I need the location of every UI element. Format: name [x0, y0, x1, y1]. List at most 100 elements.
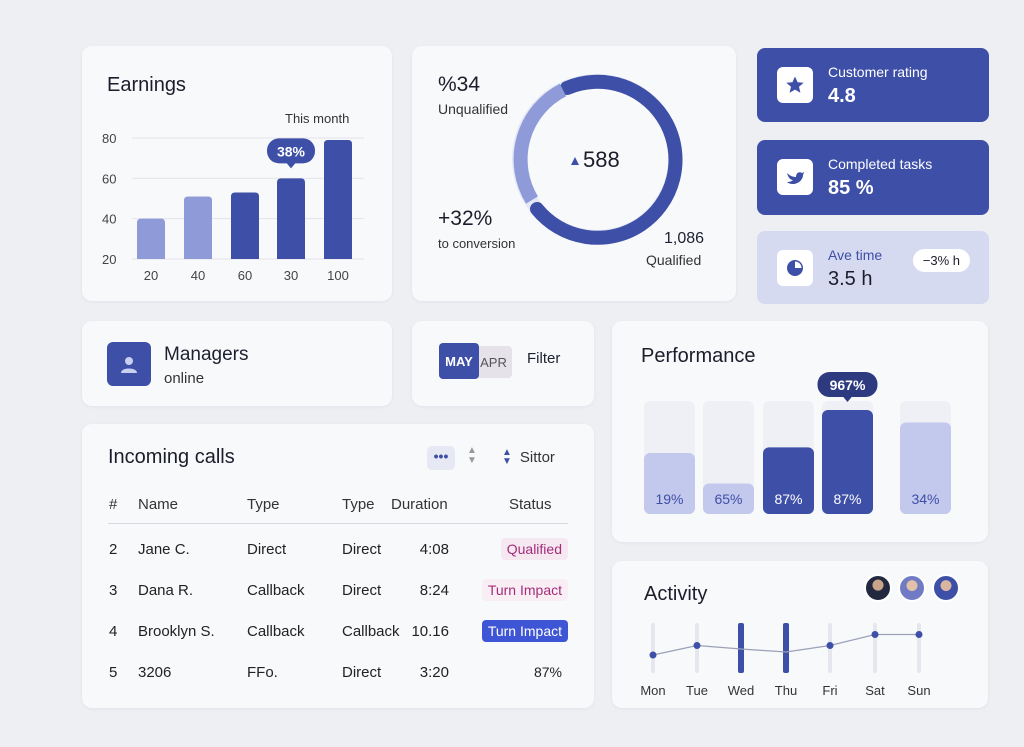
qualified-label: Qualified	[646, 252, 702, 268]
average-time-tile[interactable]: Ave time 3.5 h −3% h	[757, 231, 989, 304]
cell-name: Dana R.	[138, 582, 194, 599]
bar	[277, 178, 305, 259]
bar	[703, 483, 754, 514]
filter-card[interactable]: MAY APR Filter	[412, 321, 594, 406]
unqualified-label: Unqualified	[438, 101, 509, 117]
bar-value-label: 34%	[911, 491, 939, 507]
sort-arrows-icon: ▲ ▼	[502, 447, 512, 467]
highlight-label: 38%	[277, 143, 306, 159]
badge-pointer	[842, 396, 853, 403]
day-label: Sat	[865, 683, 885, 698]
status-badge: Turn Impact	[481, 579, 568, 601]
bird-icon	[777, 159, 813, 195]
calls-title: Incoming calls	[108, 446, 235, 468]
bar	[231, 192, 259, 259]
sort-label: Sittor	[519, 448, 555, 466]
average-time-delta-badge: −3% h	[912, 249, 970, 272]
table-row[interactable]: 5 3206 FFo. Direct 3:20 87%	[82, 663, 594, 693]
average-time-label: Ave time	[828, 247, 883, 263]
managers-card[interactable]: Managers online	[82, 321, 392, 406]
user-icon	[107, 342, 151, 386]
y-tick-label: 40	[102, 212, 116, 227]
donut-qualified-arc	[530, 74, 683, 245]
table-row[interactable]: 4 Brooklyn S. Callback Callback 10.16 Turn Im…	[82, 620, 594, 652]
highlight-badge	[817, 372, 878, 398]
performance-card: Performance 19% 65% 87% 87% 34% 967%	[612, 321, 988, 542]
y-tick-label: 20	[102, 252, 116, 267]
cell-duration: 8:24	[419, 582, 449, 599]
header-divider	[108, 523, 568, 524]
activity-point	[826, 642, 834, 649]
cell-duration: 3:20	[419, 664, 449, 681]
up-triangle-icon	[571, 157, 579, 165]
month-chip-apr[interactable]: APR	[475, 346, 512, 378]
completed-tasks-label: Completed tasks	[828, 156, 933, 172]
cell-type-2: Direct	[342, 582, 382, 599]
more-options-button[interactable]: •••	[427, 446, 455, 470]
cell-type-2: Callback	[342, 623, 400, 640]
cell-type: Callback	[247, 582, 305, 599]
cell-name: Jane C.	[138, 541, 190, 558]
y-tick-label: 80	[102, 131, 116, 146]
col-header-number[interactable]: #	[109, 496, 118, 513]
col-header-type[interactable]: Type	[247, 496, 280, 513]
activity-track	[873, 623, 877, 673]
unqualified-percent: %34	[438, 73, 481, 96]
table-row[interactable]: 3 Dana R. Callback Direct 8:24 Turn Impact	[82, 579, 594, 611]
cell-duration: 10.16	[411, 623, 449, 640]
bar	[644, 452, 695, 514]
activity-track	[738, 623, 744, 673]
col-header-duration[interactable]: Duration	[391, 496, 448, 513]
bar-value-label: 65%	[714, 491, 742, 507]
avatar[interactable]	[864, 574, 892, 602]
cell-type: Direct	[247, 541, 287, 558]
cell-number: 3	[109, 582, 118, 599]
completed-tasks-tile[interactable]: Completed tasks 85 %	[757, 140, 989, 215]
avatar[interactable]	[898, 574, 926, 602]
x-tick-label: 60	[238, 268, 252, 283]
bar	[900, 422, 951, 514]
activity-track	[651, 623, 655, 673]
y-tick-label: 60	[102, 171, 116, 186]
star-icon	[777, 67, 813, 103]
customer-rating-tile[interactable]: Customer rating 4.8	[757, 48, 989, 122]
donut-center-value: 588	[583, 147, 620, 172]
cell-number: 5	[109, 664, 118, 681]
managers-status: online	[164, 370, 205, 387]
activity-point	[693, 642, 701, 649]
pie-icon	[777, 250, 813, 286]
customer-rating-value: 4.8	[828, 85, 856, 107]
bar	[184, 196, 212, 259]
status-badge: 87%	[533, 664, 562, 680]
day-label: Wed	[728, 683, 755, 698]
incoming-calls-card: Incoming calls ••• ▲ ▼ ▲ ▼ Sittor # Name T…	[82, 424, 594, 708]
day-label: Mon	[640, 683, 665, 698]
cell-name: Brooklyn S.	[138, 623, 215, 640]
month-chip-may[interactable]: MAY	[439, 343, 479, 379]
avatar[interactable]	[932, 574, 960, 602]
qualified-value: 1,086	[664, 230, 705, 247]
status-badge: Turn Impact	[481, 620, 568, 642]
cell-type-2: Direct	[342, 541, 382, 558]
bar-value-label: 87%	[774, 491, 802, 507]
bar	[137, 218, 165, 259]
sort-toggle-icon[interactable]: ▲ ▼	[467, 445, 477, 466]
activity-title: Activity	[644, 583, 708, 605]
earnings-period[interactable]: This month	[285, 111, 350, 126]
bar	[324, 140, 352, 259]
bar-value-label: 87%	[833, 491, 861, 507]
activity-track	[783, 623, 789, 673]
day-label: Thu	[775, 683, 797, 698]
average-time-value: 3.5 h	[828, 268, 873, 290]
status-badge: Qualified	[500, 538, 568, 560]
cell-type: FFo.	[247, 664, 278, 681]
filter-button[interactable]: Filter	[527, 350, 561, 367]
conversion-change-label: to conversion	[438, 236, 516, 251]
activity-point	[649, 651, 657, 659]
sort-control[interactable]: ▲ ▼ Sittor	[502, 447, 555, 467]
table-row[interactable]: 2 Jane C. Direct Direct 4:08 Qualified	[82, 538, 594, 570]
col-header-name[interactable]: Name	[138, 496, 179, 513]
col-header-status[interactable]: Status	[509, 496, 552, 513]
col-header-type-2[interactable]: Type	[342, 496, 375, 513]
earnings-chart: 80 60 40 20 20 40 60 30 100 38%	[102, 131, 364, 283]
